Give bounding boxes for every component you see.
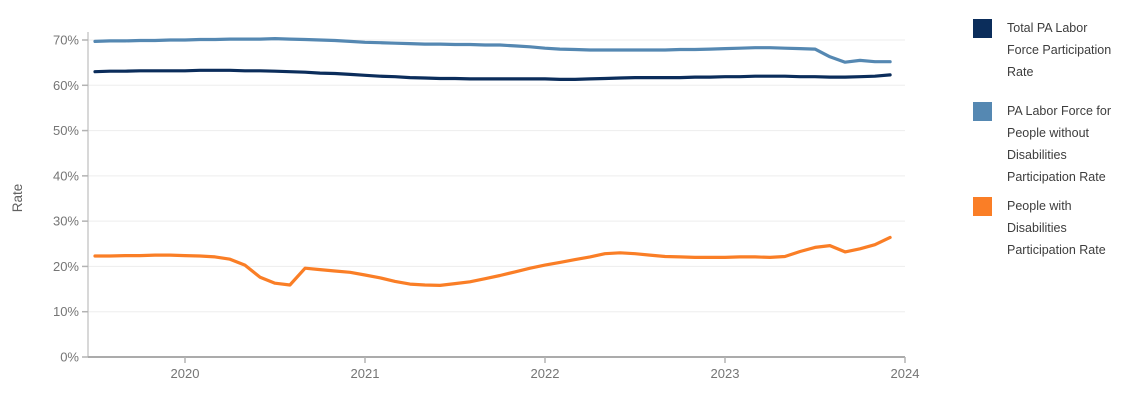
x-tick-label: 2024 <box>891 366 920 381</box>
y-tick-label: 30% <box>53 214 79 229</box>
legend-item-0[interactable]: Total PA Labor Force Participation Rate <box>973 17 1121 83</box>
legend-swatch <box>973 19 992 38</box>
legend-item-1[interactable]: PA Labor Force for People without Disabi… <box>973 100 1121 188</box>
legend-label: Total PA Labor Force Participation Rate <box>1007 21 1112 79</box>
axes <box>82 32 906 363</box>
series-line-2[interactable] <box>93 235 892 287</box>
legend-swatch <box>973 197 992 216</box>
series-lines <box>93 36 892 287</box>
series-line-0[interactable] <box>93 68 892 82</box>
y-tick-label: 10% <box>53 304 79 319</box>
legend-label: PA Labor Force for People without Disabi… <box>1007 104 1111 184</box>
y-axis-tick-labels: 0% 10% 20% 30% 40% 50% 60% 70% <box>53 33 79 365</box>
y-tick-label: 0% <box>60 350 79 365</box>
y-tick-label: 70% <box>53 33 79 48</box>
x-tick-label: 2022 <box>531 366 560 381</box>
y-tick-label: 40% <box>53 168 79 183</box>
y-axis-title: Rate <box>10 184 25 213</box>
legend-item-2[interactable]: People with Disabilities Participation R… <box>973 195 1121 261</box>
legend-label: People with Disabilities Participation R… <box>1007 199 1106 257</box>
x-tick-label: 2021 <box>351 366 380 381</box>
x-axis-tick-labels: 2020 2021 2022 2023 2024 <box>171 366 920 381</box>
line-chart[interactable]: 0% 10% 20% 30% 40% 50% 60% 70% 2020 2021 2022 2023… <box>0 0 935 406</box>
gridlines <box>88 39 905 313</box>
chart-legend: Total PA Labor Force Participation Rate P… <box>973 0 1123 406</box>
y-tick-label: 60% <box>53 78 79 93</box>
x-tick-label: 2023 <box>711 366 740 381</box>
legend-swatch <box>973 102 992 121</box>
x-tick-label: 2020 <box>171 366 200 381</box>
series-line-1[interactable] <box>93 36 892 64</box>
y-tick-label: 20% <box>53 259 79 274</box>
y-tick-label: 50% <box>53 123 79 138</box>
